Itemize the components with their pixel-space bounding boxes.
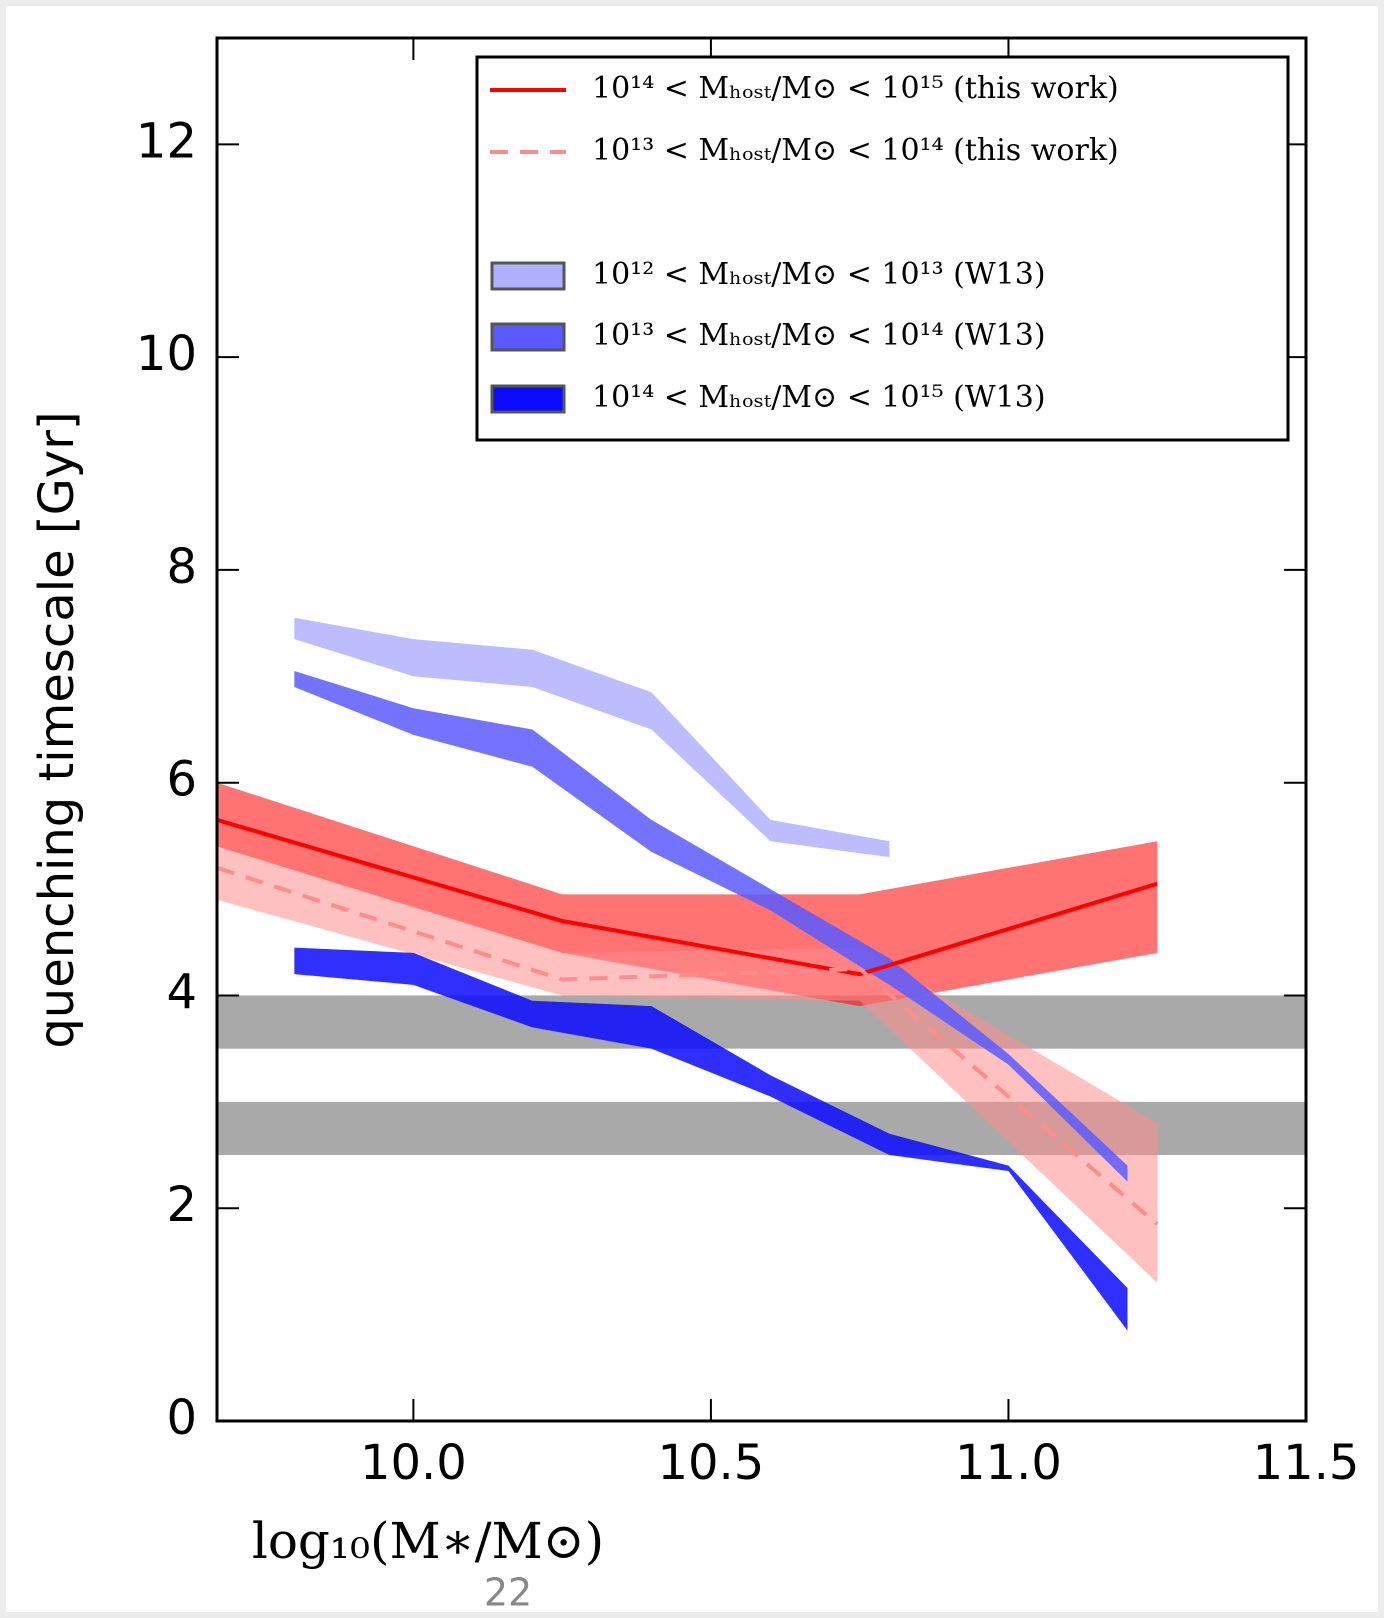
y-tick-label: 8 (166, 539, 197, 595)
legend-label: 10¹⁴ < Mₕₒₛₜ/M⊙ < 10¹⁵ (W13) (592, 380, 1046, 415)
reference-band (217, 995, 1306, 1049)
legend-label: 10¹² < Mₕₒₛₜ/M⊙ < 10¹³ (W13) (592, 257, 1046, 292)
legend-frame (475, 55, 1290, 442)
x-axis-label: log₁₀(M∗/M⊙) (252, 1512, 604, 1570)
legend-swatch (490, 322, 566, 352)
x-tick-label: 10.0 (360, 1435, 467, 1491)
band (217, 782, 1158, 1007)
legend-swatch (490, 261, 566, 291)
y-tick-label: 0 (166, 1390, 197, 1446)
band (217, 846, 1158, 1283)
legend-swatch (490, 384, 566, 414)
legend-label: 10¹⁴ < Mₕₒₛₜ/M⊙ < 10¹⁵ (this work) (592, 71, 1119, 106)
y-tick-label: 12 (136, 113, 197, 169)
page-number: 22 (484, 1571, 532, 1615)
legend-label: 10¹³ < Mₕₒₛₜ/M⊙ < 10¹⁴ (W13) (592, 318, 1046, 353)
y-axis-label: quenching timescale [Gyr] (29, 411, 85, 1048)
line (217, 818, 1158, 977)
line (217, 865, 1159, 1226)
plot-area (217, 617, 1306, 1331)
band (294, 617, 890, 858)
x-tick-label: 11.0 (955, 1435, 1062, 1491)
y-tick-label: 6 (166, 752, 197, 808)
legend-label: 10¹³ < Mₕₒₛₜ/M⊙ < 10¹⁴ (this work) (592, 133, 1119, 168)
y-tick-label: 2 (166, 1177, 197, 1233)
plot-frame (215, 36, 1308, 1423)
y-tick-label: 10 (136, 326, 197, 382)
x-tick-label: 11.5 (1253, 1435, 1360, 1491)
y-tick-label: 4 (166, 964, 197, 1020)
x-tick-label: 10.5 (657, 1435, 764, 1491)
